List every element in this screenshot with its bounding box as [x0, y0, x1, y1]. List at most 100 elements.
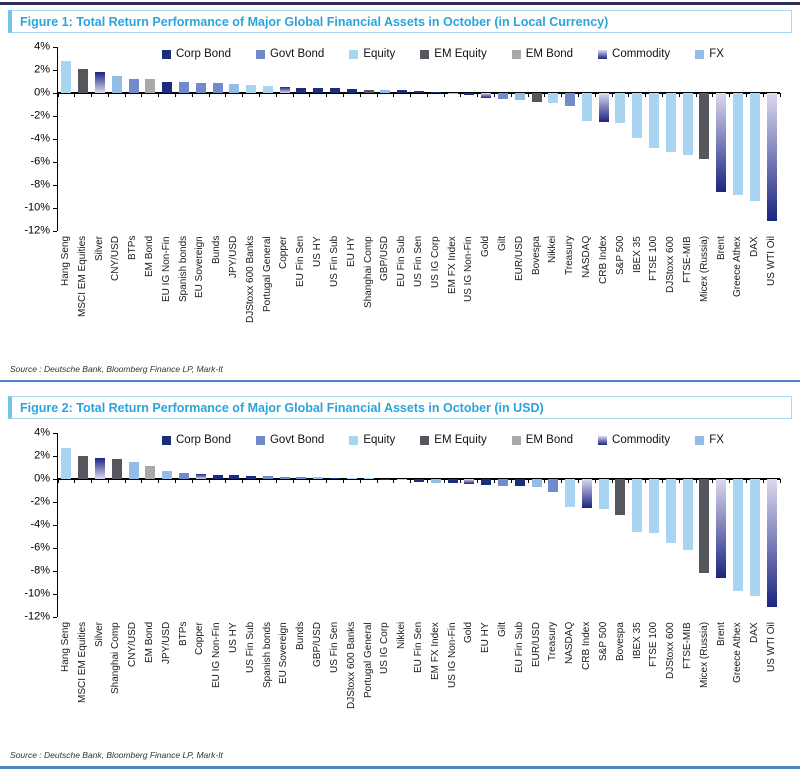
bar-us-hy: [229, 474, 240, 479]
bar-us-wti-oil: [766, 93, 777, 221]
y-axis-tick: [52, 501, 57, 503]
x-axis-label-text: Hang Seng: [59, 622, 71, 673]
y-axis-label--12: -12%: [24, 610, 50, 623]
x-axis-label-hang-seng: Hang Seng: [57, 236, 74, 358]
x-axis-label-ftse-mib: FTSE-MIB: [679, 236, 696, 358]
x-axis-tick: [745, 93, 747, 97]
bar-copper: [279, 87, 290, 93]
x-axis-label-text: FTSE 100: [648, 622, 660, 668]
y-axis-tick: [52, 593, 57, 595]
x-axis-tick: [611, 93, 613, 97]
x-axis-tick: [678, 93, 680, 97]
x-axis-label-eur-usd: EUR/USD: [511, 236, 528, 358]
bar-silver: [94, 458, 105, 479]
x-axis-label-text: US IG Corp: [379, 622, 391, 674]
bar-eu-fin-sub: [514, 479, 525, 487]
bar-msci-em-equities: [78, 456, 89, 479]
bar-us-hy: [313, 88, 324, 93]
x-axis-label-text: US WTI Oil: [766, 622, 778, 672]
bar-bovespa: [531, 93, 542, 103]
bar-bunds: [296, 476, 307, 479]
bar-gold: [464, 479, 475, 484]
x-axis-tick: [729, 479, 731, 483]
bar-cny-usd: [128, 461, 139, 479]
x-axis-tick: [712, 479, 714, 483]
x-axis-label-text: Portugal General: [261, 236, 273, 312]
legend-label: Govt Bond: [269, 48, 325, 60]
legend-swatch-equity: [349, 49, 359, 59]
figure-1-x-axis-labels: Hang Seng MSCI EM Equities Silver CNY/USD BT…: [57, 236, 780, 358]
y-axis-tick: [52, 478, 57, 480]
x-axis-label-text: Brent: [715, 622, 727, 646]
x-axis-label-text: EU HY: [345, 236, 357, 267]
x-axis-label-gold: Gold: [477, 236, 494, 358]
figure-2-section: Figure 2: Total Return Performance of Ma…: [0, 396, 800, 760]
bar-shanghai-comp: [111, 458, 122, 479]
legend-label: Commodity: [612, 48, 671, 60]
bar-brent: [716, 93, 727, 192]
x-axis-label-eu-fin-sen: EU Fin Sen: [292, 236, 309, 358]
bar-micex-russia: [699, 479, 710, 574]
x-axis-label-text: Hang Seng: [59, 236, 71, 287]
y-axis-label--8: -8%: [30, 564, 50, 577]
x-axis-tick: [91, 479, 93, 483]
bar-crb-index: [598, 93, 609, 122]
x-axis-label-text: Portugal General: [362, 622, 374, 698]
legend-item-fx: FX: [695, 434, 724, 446]
x-axis-tick: [628, 93, 630, 97]
bar-crb-index: [581, 479, 592, 508]
legend-swatch-commodity: [598, 49, 608, 59]
x-axis-tick: [309, 479, 311, 483]
x-axis-label-eu-hy: EU HY: [477, 622, 494, 744]
bar-gbp-usd: [380, 89, 391, 93]
x-axis-tick: [57, 479, 59, 483]
bar-us-ig-non-fin: [447, 479, 458, 484]
legend-label: EM Equity: [434, 434, 487, 446]
x-axis-label-btps: BTPs: [124, 236, 141, 358]
x-axis-tick: [225, 93, 227, 97]
x-axis-label-text: EU Fin Sub: [396, 236, 408, 288]
x-axis-tick: [460, 93, 462, 97]
y-axis-tick: [52, 230, 57, 232]
x-axis-label-greece-athex: Greece Athex: [730, 622, 747, 744]
bar-treasury: [565, 93, 576, 106]
x-axis-label-text: EU Sovereign: [278, 622, 290, 684]
bar-eu-hy: [481, 479, 492, 485]
bar-eu-fin-sen: [414, 479, 424, 483]
x-axis-label-greece-athex: Greece Athex: [730, 236, 747, 358]
x-axis-tick: [376, 93, 378, 97]
x-axis-label-text: Bovespa: [614, 622, 626, 661]
x-axis-label-text: IBEX 35: [631, 622, 643, 659]
x-axis-label-text: EU Sovereign: [194, 236, 206, 298]
x-axis-tick: [242, 93, 244, 97]
bar-ftse-100: [649, 479, 660, 534]
x-axis-tick: [124, 93, 126, 97]
x-axis-label-text: Spanish bonds: [261, 622, 273, 689]
figure-2-title: Figure 2: Total Return Performance of Ma…: [8, 396, 792, 419]
x-axis-label-cny-usd: CNY/USD: [107, 236, 124, 358]
x-axis-tick: [762, 93, 764, 97]
x-axis-label-text: EM Bond: [143, 622, 155, 664]
x-axis-label-hang-seng: Hang Seng: [57, 622, 74, 744]
y-axis-tick: [52, 161, 57, 163]
legend-swatch-corp-bond: [162, 49, 171, 59]
x-axis-label-ibex-35: IBEX 35: [629, 236, 646, 358]
x-axis-label-text: Bunds: [295, 622, 307, 651]
x-axis-label-dax: DAX: [746, 622, 763, 744]
legend-item-corp-bond: Corp Bond: [162, 434, 231, 446]
y-axis-tick: [52, 455, 57, 457]
x-axis-label-text: Bunds: [211, 236, 223, 265]
x-axis-tick: [628, 479, 630, 483]
x-axis-tick: [141, 93, 143, 97]
x-axis-label-text: EU IG Non-Fin: [160, 236, 172, 302]
x-axis-label-text: Brent: [715, 236, 727, 260]
x-axis-tick: [426, 479, 428, 483]
x-axis-label-copper: Copper: [192, 622, 209, 744]
y-axis-label--2: -2%: [30, 109, 50, 122]
x-axis-tick: [124, 479, 126, 483]
x-axis-tick: [510, 93, 512, 97]
x-axis-label-text: Shanghai Comp: [362, 236, 374, 308]
bar-nasdaq: [565, 479, 576, 507]
x-axis-tick: [578, 479, 579, 483]
x-axis-label-text: JPY/USD: [160, 622, 172, 665]
